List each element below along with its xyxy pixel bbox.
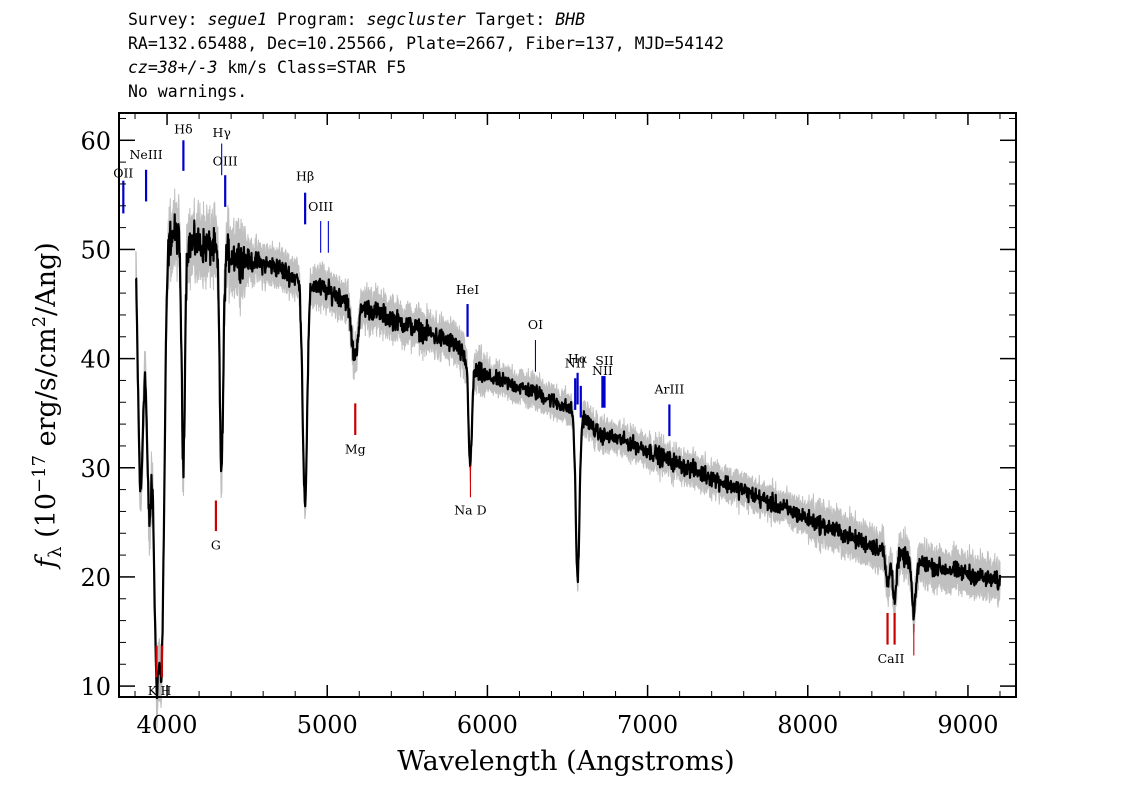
y-label-end: /Ang) xyxy=(31,242,62,316)
absorption-label-0: K xyxy=(148,683,158,698)
flux-series xyxy=(135,213,1002,700)
emission-label-4: OIII xyxy=(213,153,238,168)
x-tick-label-4: 8000 xyxy=(777,711,838,739)
absorption-label-1: H xyxy=(160,683,171,698)
axes: 4000 5000 6000 7000 8000 9000 10 20 30 40 50 60 xyxy=(80,113,1016,739)
emission-label-14: SII xyxy=(595,353,614,368)
program-value: segcluster xyxy=(366,10,466,29)
y-tick-label-0: 10 xyxy=(80,673,111,701)
absorption-label-2: G xyxy=(211,538,221,553)
y-axis-label: fλ (10−17 erg/s/cm2/Ang) xyxy=(29,242,66,570)
emission-label-10: NII xyxy=(565,355,586,370)
y-label-exp: −17 xyxy=(29,455,50,493)
class-value: km/s Class=STAR F5 xyxy=(217,58,407,77)
y-label-f: f xyxy=(31,554,62,570)
spectrum-header: Survey: segue1 Program: segcluster Targe… xyxy=(128,8,724,104)
x-tick-label-0: 4000 xyxy=(137,711,198,739)
emission-label-6: OIII xyxy=(308,199,333,214)
y-tick-label-2: 30 xyxy=(80,455,111,483)
emission-label-3: Hγ xyxy=(212,125,230,140)
target-value: BHB xyxy=(555,10,586,29)
emission-label-5: Hβ xyxy=(296,169,314,184)
emission-label-11: Hα xyxy=(568,351,588,366)
emission-label-1: NeIII xyxy=(129,147,162,162)
x-tick-label-3: 7000 xyxy=(617,711,678,739)
redshift-value: cz=38+/-3 xyxy=(128,58,218,77)
plot-frame xyxy=(118,112,1017,698)
header-line-coordinates: RA=132.65488, Dec=10.25566, Plate=2667, … xyxy=(128,34,725,53)
x-tick-label-2: 6000 xyxy=(457,711,518,739)
y-label-mid: (10 xyxy=(31,493,62,546)
x-tick-label-5: 9000 xyxy=(937,711,998,739)
header-line-survey: Survey: segue1 Program: segcluster Targe… xyxy=(128,8,724,32)
y-label-unit: erg/s/cm xyxy=(31,327,62,455)
y-label-sub: λ xyxy=(45,546,66,557)
emission-label-2: Hδ xyxy=(174,122,192,137)
y-label-exp2: 2 xyxy=(29,316,50,327)
absorption-label-3: Mg xyxy=(345,442,366,457)
emission-label-8: HeI xyxy=(456,282,479,297)
survey-value: segue1 xyxy=(207,10,268,29)
emission-label-9: OI xyxy=(528,317,543,332)
target-label: Target: xyxy=(475,10,546,29)
emission-label-0: OII xyxy=(113,165,133,180)
emission-label-13: NII xyxy=(592,363,613,378)
survey-label: Survey: xyxy=(128,10,198,29)
y-tick-label-1: 20 xyxy=(80,564,111,592)
y-tick-label-4: 50 xyxy=(80,236,111,264)
header-line-redshift: cz=38+/-3 km/s Class=STAR F5 xyxy=(128,56,724,80)
flux-line xyxy=(135,213,1002,700)
y-tick-label-3: 40 xyxy=(80,346,111,374)
absorption-label-5: CaII xyxy=(878,651,905,666)
x-tick-label-1: 5000 xyxy=(297,711,358,739)
absorption-label-4: Na D xyxy=(454,503,486,518)
header-line-warnings: No warnings. xyxy=(128,82,248,101)
y-tick-label-5: 60 xyxy=(80,127,111,155)
program-label: Program: xyxy=(277,10,357,29)
emission-label-15: ArIII xyxy=(653,382,684,397)
x-axis-label: Wavelength (Angstroms) xyxy=(397,746,734,777)
